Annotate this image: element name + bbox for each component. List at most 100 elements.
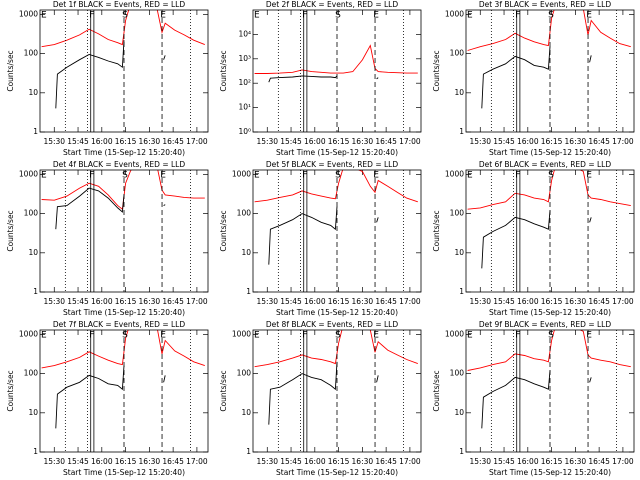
chart-title: Det 3f BLACK = Events, RED = LLD	[479, 0, 612, 9]
chart-title: Det 8f BLACK = Events, RED = LLD	[266, 320, 399, 329]
x-tick-label: 17:00	[612, 297, 634, 306]
x-tick-label: 16:15	[541, 457, 563, 466]
panel: Det 2f BLACK = Events, RED = LLD Counts/s…	[219, 0, 422, 157]
y-tick-label: 1000	[445, 169, 464, 178]
x-tick-label: 16:15	[115, 457, 137, 466]
marker-label: F	[515, 171, 520, 181]
x-tick-label: 16:45	[588, 457, 610, 466]
corner-label: E	[467, 331, 473, 341]
marker-label: E	[160, 331, 166, 341]
x-tick-label: 16:45	[162, 457, 184, 466]
panel: Det 6f BLACK = Events, RED = LLD Counts/s…	[432, 160, 635, 317]
x-tick-label: 15:45	[280, 297, 302, 306]
panel: Det 9f BLACK = Events, RED = LLD Counts/s…	[432, 320, 635, 477]
chart-title: Det 1f BLACK = Events, RED = LLD	[53, 0, 186, 9]
marker-label: E	[586, 171, 592, 181]
x-axis-label: Start Time (15-Sep-12 15:20:40)	[489, 468, 611, 477]
x-tick-label: 16:15	[541, 297, 563, 306]
series-line	[467, 170, 631, 210]
x-tick-label: 16:00	[517, 137, 539, 146]
y-tick-label: 100	[450, 369, 465, 378]
x-tick-label: 16:45	[162, 137, 184, 146]
x-tick-label: 15:30	[469, 137, 491, 146]
plot-frame	[39, 329, 209, 453]
x-tick-label: 16:00	[91, 457, 113, 466]
x-tick-label: 16:30	[139, 297, 161, 306]
x-tick-label: 16:15	[328, 137, 350, 146]
chart-title: Det 9f BLACK = Events, RED = LLD	[479, 320, 612, 329]
series-line	[55, 40, 166, 109]
x-tick-label: 17:00	[186, 297, 208, 306]
y-tick-label: 10	[454, 408, 464, 417]
y-tick-label: 100	[450, 209, 465, 218]
x-tick-label: 15:30	[43, 297, 65, 306]
corner-label: E	[41, 171, 47, 181]
y-axis-label: Counts/sec	[219, 370, 228, 411]
y-tick-label: 10	[28, 88, 38, 97]
marker-label: E	[373, 171, 379, 181]
series-line	[481, 370, 592, 429]
y-tick-label: 1000	[445, 9, 464, 18]
marker-label: E	[160, 11, 166, 21]
x-tick-label: 16:30	[565, 137, 587, 146]
x-tick-label: 16:00	[304, 457, 326, 466]
plot-frame	[465, 329, 635, 453]
y-tick-label: 10	[28, 248, 38, 257]
x-tick-label: 15:45	[67, 137, 89, 146]
y-tick-label: 1000	[19, 169, 38, 178]
marker-label: F	[302, 171, 307, 181]
marker-label: F	[89, 11, 94, 21]
y-tick-label: 1	[33, 447, 38, 456]
y-axis-label: Counts/sec	[432, 370, 441, 411]
y-tick-label: 1000	[232, 169, 251, 178]
y-tick-label: 10²	[238, 78, 251, 87]
series-line	[41, 10, 205, 48]
y-tick-label: 1	[459, 287, 464, 296]
y-tick-label: 10	[241, 248, 251, 257]
x-tick-label: 15:30	[256, 457, 278, 466]
x-axis-label: Start Time (15-Sep-12 15:20:40)	[63, 468, 185, 477]
x-tick-label: 16:15	[115, 297, 137, 306]
marker-label: S	[548, 11, 554, 21]
y-tick-label: 10¹	[238, 103, 251, 112]
panel: Det 3f BLACK = Events, RED = LLD Counts/s…	[432, 0, 635, 157]
y-tick-label: 100	[450, 49, 465, 58]
x-tick-label: 16:30	[565, 297, 587, 306]
marker-label: S	[335, 171, 341, 181]
plot-frame	[252, 169, 422, 293]
panel: Det 8f BLACK = Events, RED = LLD Counts/s…	[219, 320, 422, 477]
marker-label: F	[89, 331, 94, 341]
y-tick-label: 10	[454, 248, 464, 257]
y-axis-label: Counts/sec	[6, 210, 15, 251]
chart-title: Det 5f BLACK = Events, RED = LLD	[266, 160, 399, 169]
series-line	[467, 330, 631, 371]
series-line	[41, 170, 205, 211]
x-tick-label: 17:00	[399, 297, 421, 306]
plot	[254, 44, 418, 83]
series-line	[268, 361, 379, 425]
chart-title: Det 7f BLACK = Events, RED = LLD	[53, 320, 186, 329]
corner-label: E	[41, 331, 47, 341]
series-line	[268, 206, 379, 265]
y-tick-label: 10⁴	[238, 29, 251, 38]
series-line	[254, 44, 418, 74]
series-line	[254, 330, 418, 368]
y-tick-label: 1	[459, 127, 464, 136]
x-tick-label: 15:30	[469, 457, 491, 466]
x-tick-label: 16:45	[588, 137, 610, 146]
chart-title: Det 4f BLACK = Events, RED = LLD	[53, 160, 186, 169]
y-tick-label: 10	[28, 408, 38, 417]
x-tick-label: 16:15	[541, 137, 563, 146]
x-tick-label: 15:30	[256, 297, 278, 306]
y-axis-label: Counts/sec	[6, 370, 15, 411]
x-tick-label: 16:45	[375, 457, 397, 466]
x-tick-label: 16:30	[352, 457, 374, 466]
x-tick-label: 17:00	[186, 137, 208, 146]
y-axis-label: Counts/sec	[432, 50, 441, 91]
x-tick-label: 17:00	[399, 457, 421, 466]
marker-label: E	[586, 11, 592, 21]
corner-label: E	[41, 11, 47, 21]
panel: Det 7f BLACK = Events, RED = LLD Counts/s…	[6, 320, 209, 477]
marker-label: S	[335, 11, 341, 21]
x-tick-label: 16:45	[375, 297, 397, 306]
